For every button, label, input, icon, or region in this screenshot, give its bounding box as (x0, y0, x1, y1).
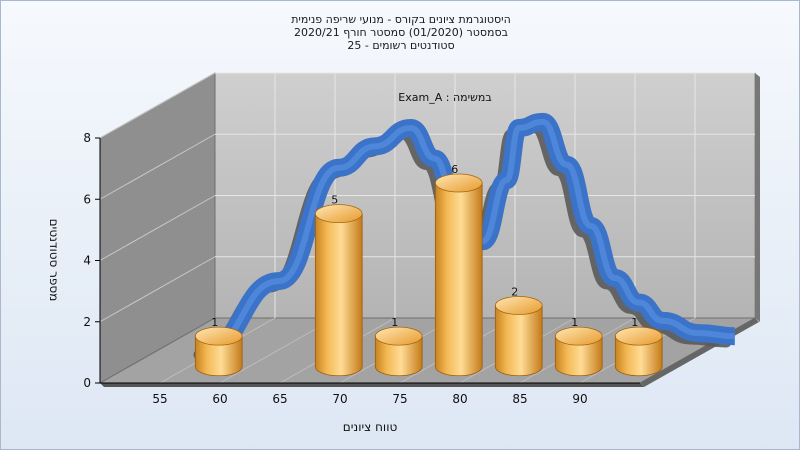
bar-top (374, 326, 423, 346)
y-tick-label: 2 (83, 315, 91, 329)
x-tick-label: 80 (452, 392, 467, 406)
x-tick-label: 70 (332, 392, 347, 406)
x-tick-label: 75 (392, 392, 407, 406)
chart-title-line-3: סטודנטים רשומים - 25 (347, 39, 455, 52)
x-tick-label: 55 (152, 392, 167, 406)
bar-70 (434, 173, 483, 377)
y-axis-title: מספר סטודנטים (47, 219, 61, 302)
normal-curve-highlight (206, 118, 735, 352)
floor-edge (100, 383, 644, 387)
data-label: 1 (211, 316, 218, 329)
bar-55 (194, 326, 243, 377)
bar-body (374, 335, 423, 377)
side-gridline (99, 195, 216, 261)
bar-top (554, 326, 603, 346)
bar-80 (554, 326, 603, 377)
x-tick-label: 60 (212, 392, 227, 406)
y-tick-label: 0 (83, 376, 91, 390)
x-axis-title: טווח ציונים (343, 420, 398, 434)
y-tick-label: 4 (83, 254, 91, 268)
data-label: 6 (451, 163, 458, 176)
bar-top (614, 326, 663, 346)
bar-body (434, 182, 483, 377)
exam-label: במשימה : Exam_A (398, 91, 491, 104)
bar-body (194, 335, 243, 377)
data-label: 1 (391, 316, 398, 329)
data-label: 2 (511, 286, 518, 299)
side-gridline (99, 256, 216, 323)
bar-body (494, 305, 543, 377)
side-gridline (99, 133, 216, 200)
y-tick-label: 8 (83, 131, 91, 145)
y-tick-label: 6 (83, 192, 91, 206)
x-tick-label: 90 (572, 392, 587, 406)
bar-body (614, 335, 663, 377)
bar-top (314, 204, 363, 224)
side-gridline (99, 72, 216, 139)
chart-title-line-1: היסטוגרמת ציונים בקורס - מנועי שריפה פני… (291, 13, 511, 26)
bar-body (314, 213, 363, 377)
bar-body (554, 335, 603, 377)
bar-85 (614, 326, 663, 377)
bar-65 (374, 326, 423, 377)
bar-75 (494, 296, 543, 377)
bar-60 (314, 204, 363, 377)
data-label: 5 (331, 194, 338, 207)
bar-top (494, 296, 543, 315)
data-label: 1 (571, 316, 578, 329)
chart-title-line-2: בסמסטר (01/2020) סמסטר חורף 2020/21 (294, 26, 508, 39)
back-wall-edge (755, 73, 760, 322)
bar-top (194, 326, 243, 346)
x-tick-label: 65 (272, 392, 287, 406)
x-tick-label: 85 (512, 392, 527, 406)
data-label: 1 (631, 316, 638, 329)
bar-top (434, 173, 483, 193)
